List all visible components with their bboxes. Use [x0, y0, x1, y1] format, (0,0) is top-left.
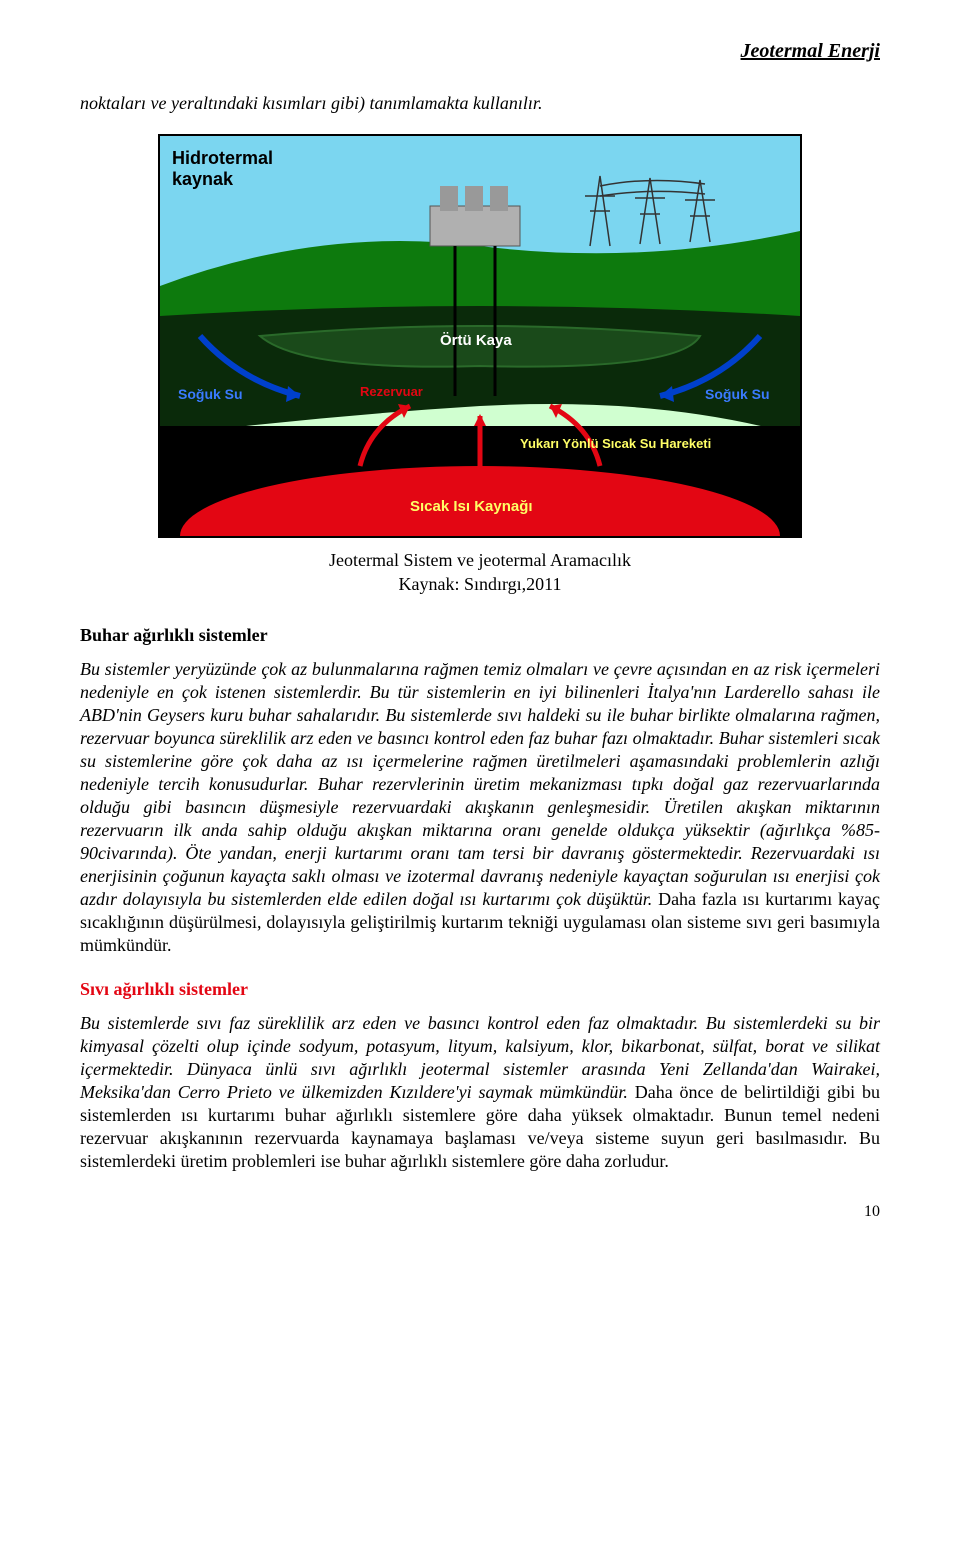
figure-caption: Jeotermal Sistem ve jeotermal Aramacılık…: [80, 548, 880, 597]
section2-title: Sıvı ağırlıklı sistemler: [80, 979, 880, 1000]
section2-body: Bu sistemlerde sıvı faz süreklilik arz e…: [80, 1012, 880, 1173]
page-container: Jeotermal Enerji noktaları ve yeraltında…: [0, 0, 960, 1261]
page-number: 10: [80, 1203, 880, 1221]
caption-line1: Jeotermal Sistem ve jeotermal Aramacılık: [329, 550, 631, 570]
geothermal-figure: Hidrotermal kaynak Örtü Kaya Soğuk Su So…: [158, 134, 802, 538]
page-header-title: Jeotermal Enerji: [80, 40, 880, 63]
section1-title: Buhar ağırlıklı sistemler: [80, 625, 880, 646]
fig-label-cold-right: Soğuk Su: [705, 386, 770, 402]
fig-label-upward: Yukarı Yönlü Sıcak Su Hareketi: [520, 436, 711, 451]
fig-label-heat-source: Sıcak Isı Kaynağı: [410, 498, 533, 515]
fig-label-hydro: Hidrotermal kaynak: [172, 148, 273, 190]
fig-label-cold-left: Soğuk Su: [178, 386, 243, 402]
caption-line2: Kaynak: Sındırgı,2011: [399, 574, 562, 594]
section1-body: Bu sistemler yeryüzünde çok az bulunmala…: [80, 658, 880, 957]
fig-label-reservoir: Rezervuar: [360, 384, 423, 399]
fig-label-cover-rock: Örtü Kaya: [440, 332, 512, 349]
intro-text: noktaları ve yeraltındaki kısımları gibi…: [80, 93, 880, 114]
section1-body-italic: Bu sistemler yeryüzünde çok az bulunmala…: [80, 659, 880, 909]
